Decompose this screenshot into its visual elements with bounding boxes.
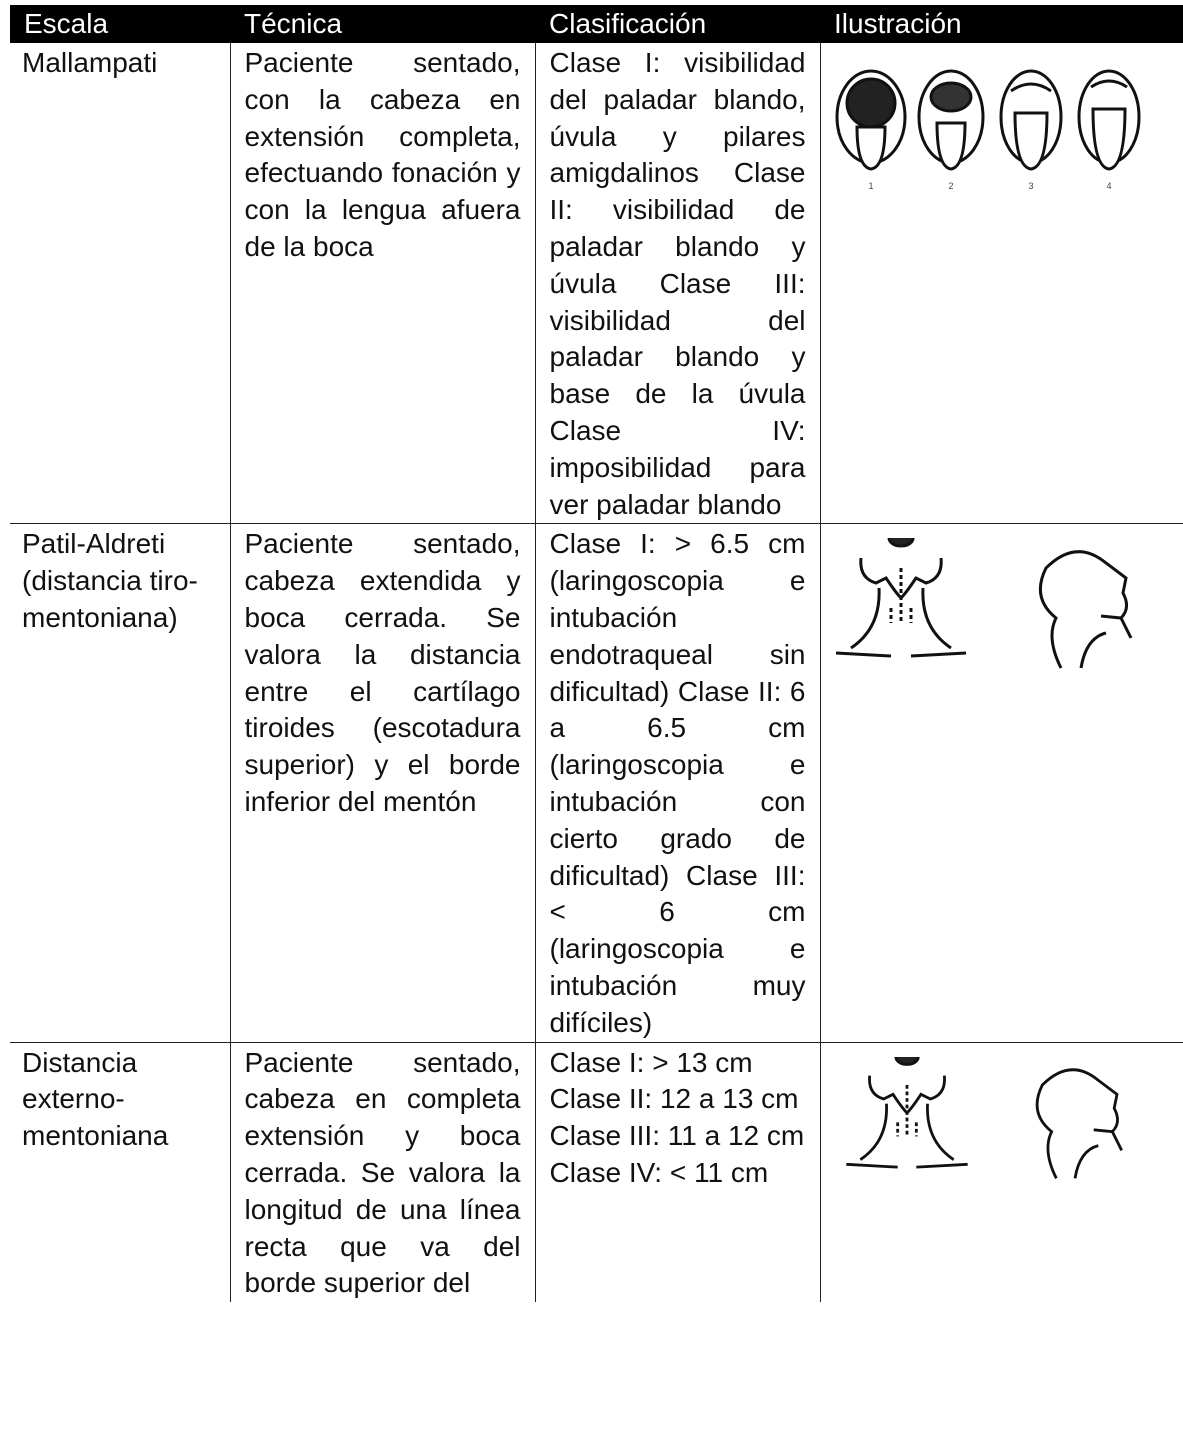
classification-text: Clase II: 12 a 13 cm — [549, 1083, 799, 1115]
scale-cell: Distancia externo-mentoniana — [10, 1041, 230, 1303]
scale-cell: Mallampati — [22, 47, 158, 78]
illustration-cell — [819, 1041, 1183, 1303]
airway-table: Escala Técnica Clasificación Ilustración Ma… — [10, 5, 1183, 1303]
column-header: Escala — [10, 5, 230, 43]
neck-illustration — [845, 1047, 1123, 1179]
table-row: Mallampati Paciente sentado, con la cabez… — [10, 43, 1183, 524]
technique-cell: Paciente sentado, cabeza extendida y boc… — [229, 523, 535, 1043]
technique-cell: Paciente sentado, cabeza en completa ext… — [229, 1041, 535, 1303]
classification-text: Clase I: visibilidad del paladar blando,… — [549, 47, 806, 520]
mallampati-illustration: 1 2 3 4 — [835, 69, 1140, 191]
column-header: Clasificación — [535, 5, 820, 43]
technique-cell: Paciente sentado, con la cabeza en exten… — [229, 43, 535, 524]
illustration-cell: 1 2 3 4 — [819, 43, 1183, 524]
classification-text: Clase I: > 6.5 cm (laringoscopia e intub… — [549, 528, 806, 1038]
table-row: Patil-Aldreti (distancia tiro-mentoniana… — [10, 523, 1183, 1043]
neck-illustration — [835, 528, 1132, 670]
classification-text: Clase I: > 13 cm — [549, 1046, 753, 1078]
classification-cell: Clase I: > 13 cm Clase II: 12 a 13 cm Clas… — [534, 1041, 820, 1303]
illustration-label: 3 — [1028, 181, 1033, 191]
scale-cell: Patil-Aldreti (distancia tiro-mentoniana… — [10, 523, 230, 1043]
header-row: Escala Técnica Clasificación Ilustración — [10, 5, 1183, 43]
illustration-label: 1 — [868, 181, 873, 191]
table-body: Mallampati Paciente sentado, con la cabez… — [10, 43, 1183, 1303]
classification-text: Clase IV: < 11 cm — [549, 1156, 769, 1188]
illustration-label: 2 — [948, 181, 953, 191]
classification-cell: Clase I: > 6.5 cm (laringoscopia e intub… — [534, 523, 820, 1043]
classification-cell: Clase I: visibilidad del paladar blando,… — [534, 43, 820, 524]
illustration-cell — [819, 523, 1183, 1043]
column-header: Ilustración — [820, 5, 1183, 43]
table-row: Distancia externo-mentoniana Paciente sen… — [10, 1041, 1183, 1303]
illustration-label: 4 — [1106, 181, 1111, 191]
column-header: Técnica — [230, 5, 535, 43]
classification-text: Clase III: 11 a 12 cm — [549, 1120, 805, 1152]
